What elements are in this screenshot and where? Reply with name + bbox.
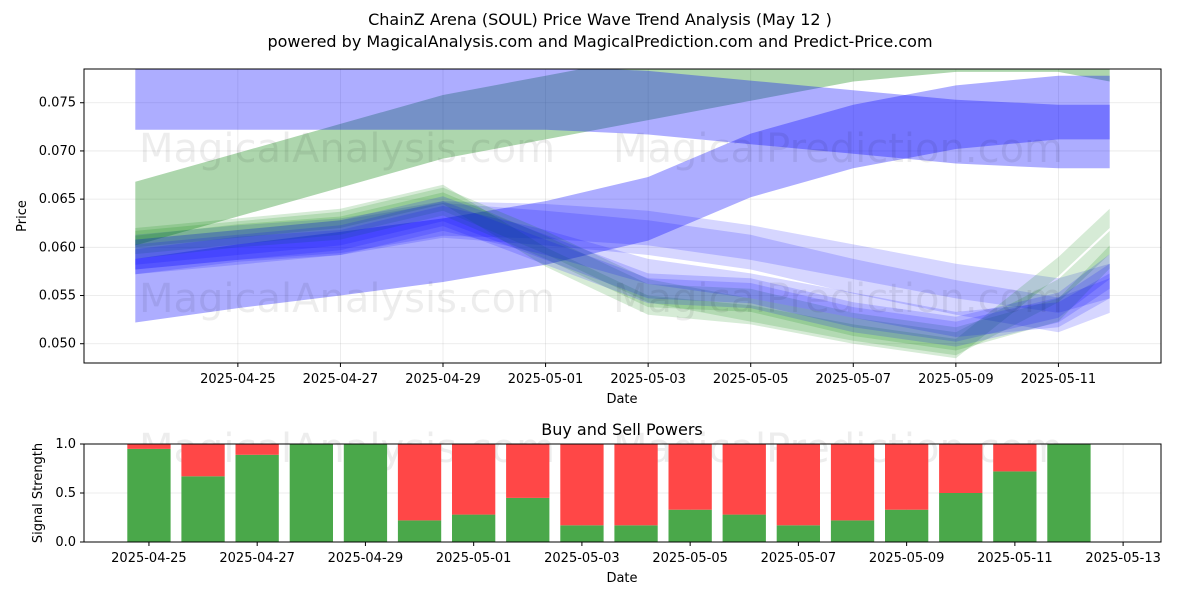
sell-bar: [181, 444, 225, 477]
price-x-tick-label: 2025-04-27: [303, 372, 379, 387]
sell-bar: [668, 444, 712, 510]
price-x-tick-label: 2025-05-01: [508, 372, 584, 387]
price-bands: [135, 69, 1110, 359]
price-band-blue-band-c: [135, 205, 1110, 337]
signal-bars: [127, 444, 1091, 542]
sell-bar: [993, 444, 1037, 472]
signal-x-tick-label: 2025-05-01: [436, 551, 512, 566]
buy-bar: [993, 471, 1037, 542]
price-x-label: Date: [606, 392, 637, 407]
watermark-prediction-mid: MagicalPrediction.com: [613, 276, 1063, 322]
sell-bar: [506, 444, 550, 498]
buy-bar: [397, 520, 442, 542]
buy-bar: [885, 509, 929, 542]
signal-x-tick-label: 2025-05-11: [977, 551, 1053, 566]
price-band-blue-wide-band-upper: [135, 69, 1110, 169]
price-x-tick-label: 2025-05-03: [610, 372, 686, 387]
price-band-blue-light-band-b: [135, 203, 1110, 333]
buy-bar: [235, 454, 279, 542]
price-band-blue-band-a: [135, 196, 1110, 342]
buy-bar: [776, 525, 820, 542]
signal-y-label: Signal Strength: [31, 443, 46, 543]
buy-bar: [127, 448, 171, 542]
price-grid: [84, 69, 1161, 363]
price-x-tick-label: 2025-04-25: [200, 372, 276, 387]
price-watermarks: MagicalAnalysis.com MagicalPrediction.co…: [139, 126, 1063, 322]
signal-y-tick-label: 0.0: [55, 535, 76, 550]
sell-bar: [560, 444, 604, 526]
signal-y-tick-label: 0.5: [55, 486, 76, 501]
signal-x-label: Date: [606, 571, 637, 586]
buy-bar: [722, 514, 766, 542]
sell-bar: [830, 444, 875, 521]
signal-x-ticks: 2025-04-25 2025-04-27 2025-04-29 2025-05-01…: [111, 542, 1161, 566]
sell-bar: [235, 444, 279, 455]
sell-bar: [722, 444, 766, 515]
price-band-blue-light-band-a: [135, 201, 1110, 313]
signal-y-tick-label: 1.0: [55, 437, 76, 452]
price-y-label: Price: [15, 200, 30, 232]
signal-x-tick-label: 2025-05-07: [761, 551, 837, 566]
sell-bar: [614, 444, 658, 526]
sell-bar: [885, 444, 929, 510]
signal-x-tick-label: 2025-04-29: [328, 551, 404, 566]
buy-bar: [560, 525, 604, 542]
price-x-ticks: 2025-04-25 2025-04-27 2025-04-29 2025-05-01…: [200, 363, 1096, 387]
price-y-tick-label: 0.070: [39, 144, 76, 159]
buy-bar: [939, 493, 983, 542]
signal-x-tick-label: 2025-05-05: [652, 551, 728, 566]
signal-x-tick-label: 2025-04-27: [219, 551, 295, 566]
price-y-tick-label: 0.055: [39, 289, 76, 304]
price-band-green-band-a: [135, 187, 1110, 356]
price-x-tick-label: 2025-04-29: [405, 372, 481, 387]
sell-bar: [776, 444, 820, 526]
buy-bar: [343, 444, 388, 542]
price-band-group: [135, 69, 1110, 359]
price-y-tick-label: 0.050: [39, 337, 76, 352]
signal-x-tick-label: 2025-05-13: [1085, 551, 1161, 566]
chart-title: ChainZ Arena (SOUL) Price Wave Trend Ana…: [368, 10, 832, 29]
buy-bar: [506, 497, 550, 542]
watermark-analysis-top: MagicalAnalysis.com: [139, 126, 555, 172]
signal-y-ticks: 0.0 0.5 1.0: [55, 437, 84, 550]
buy-bar: [181, 476, 225, 542]
signal-x-tick-label: 2025-05-03: [544, 551, 620, 566]
buy-bar: [830, 520, 875, 542]
sell-bar: [127, 444, 171, 449]
buy-bar: [1047, 444, 1091, 542]
price-band-green-wide-band: [135, 69, 1110, 246]
price-x-tick-label: 2025-05-09: [918, 372, 994, 387]
signal-title: Buy and Sell Powers: [541, 420, 703, 439]
sell-bar: [452, 444, 496, 515]
sell-bar: [939, 444, 983, 493]
buy-bar: [668, 509, 712, 542]
buy-bar: [452, 514, 496, 542]
watermark-analysis-mid: MagicalAnalysis.com: [139, 276, 555, 322]
price-x-tick-label: 2025-05-07: [816, 372, 892, 387]
price-y-ticks: 0.050 0.055 0.060 0.065 0.070 0.075: [39, 96, 84, 352]
price-y-tick-label: 0.065: [39, 192, 76, 207]
watermark-prediction-top: MagicalPrediction.com: [613, 126, 1063, 172]
price-axes-frame: [83, 68, 1162, 364]
price-band-blue-wide-band-lower: [135, 75, 1110, 323]
chart-subtitle: powered by MagicalAnalysis.com and Magic…: [267, 32, 932, 51]
price-x-tick-label: 2025-05-05: [713, 372, 789, 387]
price-y-tick-label: 0.075: [39, 96, 76, 111]
price-x-tick-label: 2025-05-11: [1021, 372, 1097, 387]
buy-bar: [289, 444, 333, 542]
signal-x-tick-label: 2025-05-09: [869, 551, 945, 566]
sell-bar: [397, 444, 442, 521]
price-band-blue-band-b: [135, 201, 1110, 347]
signal-x-tick-label: 2025-04-25: [111, 551, 187, 566]
buy-bar: [614, 525, 658, 542]
price-y-tick-label: 0.060: [39, 240, 76, 255]
